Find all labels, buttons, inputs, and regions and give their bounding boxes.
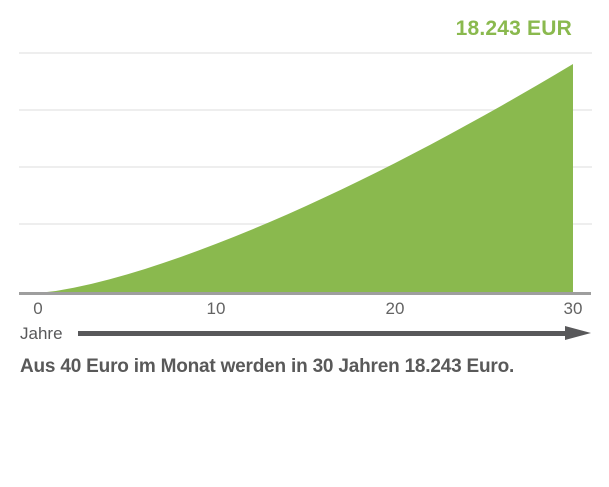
x-tick-20: 20 [385,299,405,318]
growth-area-chart [19,52,592,295]
x-axis-arrow [78,331,565,336]
x-tick-0: 0 [33,299,43,318]
x-axis-label: Jahre [20,324,63,343]
arrow-right-icon [565,326,591,340]
chart-caption: Aus 40 Euro im Monat werden in 30 Jahren… [20,356,515,377]
x-tick-30: 30 [563,299,583,318]
x-tick-10: 10 [206,299,226,318]
savings-area [38,64,573,293]
final-value-label: 18.243 EUR [455,17,572,40]
